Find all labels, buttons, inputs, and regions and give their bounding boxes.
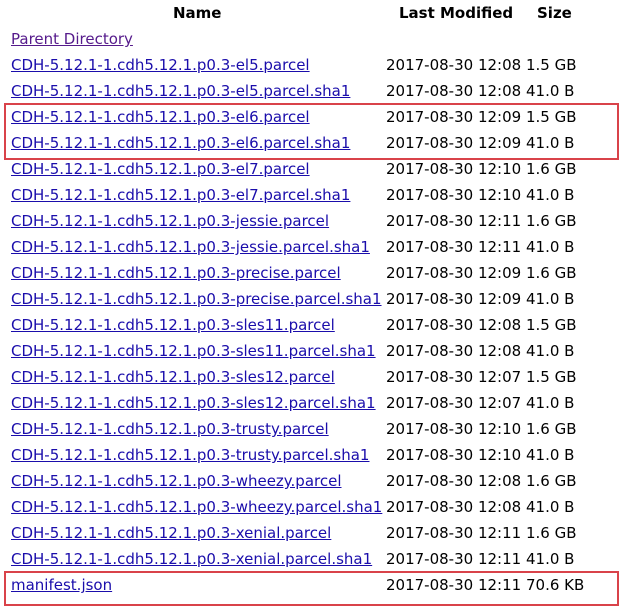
file-modified: 2017-08-30 12:08 [386,82,522,100]
file-link[interactable]: CDH-5.12.1-1.cdh5.12.1.p0.3-sles12.parce… [11,394,376,412]
file-size: 1.6 GB [526,524,577,542]
file-size: 1.6 GB [526,264,577,282]
file-size: 1.6 GB [526,160,577,178]
file-link[interactable]: CDH-5.12.1-1.cdh5.12.1.p0.3-trusty.parce… [11,446,370,464]
file-size: 41.0 B [526,446,575,464]
parent-directory-row: Parent Directory [0,29,619,55]
file-link[interactable]: CDH-5.12.1-1.cdh5.12.1.p0.3-xenial.parce… [11,524,332,542]
file-modified: 2017-08-30 12:08 [386,342,522,360]
file-link[interactable]: CDH-5.12.1-1.cdh5.12.1.p0.3-wheezy.parce… [11,498,383,516]
file-row: CDH-5.12.1-1.cdh5.12.1.p0.3-precise.parc… [0,289,619,315]
file-modified: 2017-08-30 12:07 [386,394,522,412]
file-row: CDH-5.12.1-1.cdh5.12.1.p0.3-sles12.parce… [0,367,619,393]
file-modified: 2017-08-30 12:10 [386,446,522,464]
file-modified: 2017-08-30 12:11 [386,212,522,230]
file-link[interactable]: CDH-5.12.1-1.cdh5.12.1.p0.3-trusty.parce… [11,420,329,438]
file-size: 1.6 GB [526,420,577,438]
file-modified: 2017-08-30 12:11 [386,524,522,542]
file-size: 41.0 B [526,498,575,516]
file-modified: 2017-08-30 12:08 [386,56,522,74]
file-modified: 2017-08-30 12:08 [386,472,522,490]
parent-directory-link[interactable]: Parent Directory [11,30,133,48]
file-link[interactable]: CDH-5.12.1-1.cdh5.12.1.p0.3-el7.parcel.s… [11,186,351,204]
file-link[interactable]: CDH-5.12.1-1.cdh5.12.1.p0.3-el6.parcel [11,108,310,126]
file-size: 1.6 GB [526,212,577,230]
file-row: CDH-5.12.1-1.cdh5.12.1.p0.3-el6.parcel.s… [0,133,619,159]
file-size: 1.6 GB [526,472,577,490]
file-row: CDH-5.12.1-1.cdh5.12.1.p0.3-jessie.parce… [0,211,619,237]
file-link[interactable]: CDH-5.12.1-1.cdh5.12.1.p0.3-precise.parc… [11,290,382,308]
file-size: 1.5 GB [526,56,577,74]
file-row: CDH-5.12.1-1.cdh5.12.1.p0.3-precise.parc… [0,263,619,289]
file-link[interactable]: CDH-5.12.1-1.cdh5.12.1.p0.3-el5.parcel.s… [11,82,351,100]
file-size: 41.0 B [526,238,575,256]
file-row: CDH-5.12.1-1.cdh5.12.1.p0.3-sles11.parce… [0,341,619,367]
file-modified: 2017-08-30 12:10 [386,186,522,204]
file-size: 41.0 B [526,342,575,360]
file-link[interactable]: CDH-5.12.1-1.cdh5.12.1.p0.3-el5.parcel [11,56,310,74]
file-size: 41.0 B [526,394,575,412]
file-link[interactable]: CDH-5.12.1-1.cdh5.12.1.p0.3-precise.parc… [11,264,341,282]
file-modified: 2017-08-30 12:11 [386,238,522,256]
column-header-last-modified[interactable]: Last Modified [399,4,514,22]
file-row: CDH-5.12.1-1.cdh5.12.1.p0.3-wheezy.parce… [0,497,619,523]
file-modified: 2017-08-30 12:09 [386,264,522,282]
file-modified: 2017-08-30 12:09 [386,134,522,152]
file-size: 1.5 GB [526,368,577,386]
file-size: 41.0 B [526,134,575,152]
file-modified: 2017-08-30 12:10 [386,420,522,438]
file-modified: 2017-08-30 12:09 [386,290,522,308]
file-link[interactable]: CDH-5.12.1-1.cdh5.12.1.p0.3-el6.parcel.s… [11,134,351,152]
file-row: manifest.json 2017-08-30 12:11 70.6 KB [0,575,619,601]
file-size: 1.5 GB [526,316,577,334]
file-link[interactable]: CDH-5.12.1-1.cdh5.12.1.p0.3-sles11.parce… [11,342,376,360]
file-modified: 2017-08-30 12:11 [386,550,522,568]
file-row: CDH-5.12.1-1.cdh5.12.1.p0.3-xenial.parce… [0,549,619,575]
file-size: 1.5 GB [526,108,577,126]
file-modified: 2017-08-30 12:09 [386,108,522,126]
file-link[interactable]: CDH-5.12.1-1.cdh5.12.1.p0.3-sles11.parce… [11,316,335,334]
file-modified: 2017-08-30 12:11 [386,576,522,594]
file-row: CDH-5.12.1-1.cdh5.12.1.p0.3-sles12.parce… [0,393,619,419]
file-size: 70.6 KB [526,576,585,594]
file-row: CDH-5.12.1-1.cdh5.12.1.p0.3-el5.parcel.s… [0,81,619,107]
file-size: 41.0 B [526,550,575,568]
file-row: CDH-5.12.1-1.cdh5.12.1.p0.3-trusty.parce… [0,445,619,471]
file-link[interactable]: CDH-5.12.1-1.cdh5.12.1.p0.3-wheezy.parce… [11,472,342,490]
file-row: CDH-5.12.1-1.cdh5.12.1.p0.3-wheezy.parce… [0,471,619,497]
column-header-size[interactable]: Size [537,4,572,22]
file-link[interactable]: CDH-5.12.1-1.cdh5.12.1.p0.3-xenial.parce… [11,550,373,568]
file-modified: 2017-08-30 12:10 [386,160,522,178]
file-modified: 2017-08-30 12:07 [386,368,522,386]
file-link[interactable]: manifest.json [11,576,113,594]
file-size: 41.0 B [526,186,575,204]
file-modified: 2017-08-30 12:08 [386,498,522,516]
file-link[interactable]: CDH-5.12.1-1.cdh5.12.1.p0.3-jessie.parce… [11,238,370,256]
file-link[interactable]: CDH-5.12.1-1.cdh5.12.1.p0.3-jessie.parce… [11,212,330,230]
file-row: CDH-5.12.1-1.cdh5.12.1.p0.3-el6.parcel 2… [0,107,619,133]
column-header-name[interactable]: Name [173,4,222,22]
file-row: CDH-5.12.1-1.cdh5.12.1.p0.3-xenial.parce… [0,523,619,549]
file-size: 41.0 B [526,290,575,308]
file-row: CDH-5.12.1-1.cdh5.12.1.p0.3-el5.parcel 2… [0,55,619,81]
file-link[interactable]: CDH-5.12.1-1.cdh5.12.1.p0.3-sles12.parce… [11,368,335,386]
file-row: CDH-5.12.1-1.cdh5.12.1.p0.3-sles11.parce… [0,315,619,341]
file-row: CDH-5.12.1-1.cdh5.12.1.p0.3-trusty.parce… [0,419,619,445]
file-modified: 2017-08-30 12:08 [386,316,522,334]
file-row: CDH-5.12.1-1.cdh5.12.1.p0.3-el7.parcel.s… [0,185,619,211]
file-size: 41.0 B [526,82,575,100]
file-listing: Parent Directory CDH-5.12.1-1.cdh5.12.1.… [0,29,619,601]
file-row: CDH-5.12.1-1.cdh5.12.1.p0.3-el7.parcel 2… [0,159,619,185]
file-link[interactable]: CDH-5.12.1-1.cdh5.12.1.p0.3-el7.parcel [11,160,310,178]
file-row: CDH-5.12.1-1.cdh5.12.1.p0.3-jessie.parce… [0,237,619,263]
column-header-row: Name Last Modified Size [0,4,619,24]
